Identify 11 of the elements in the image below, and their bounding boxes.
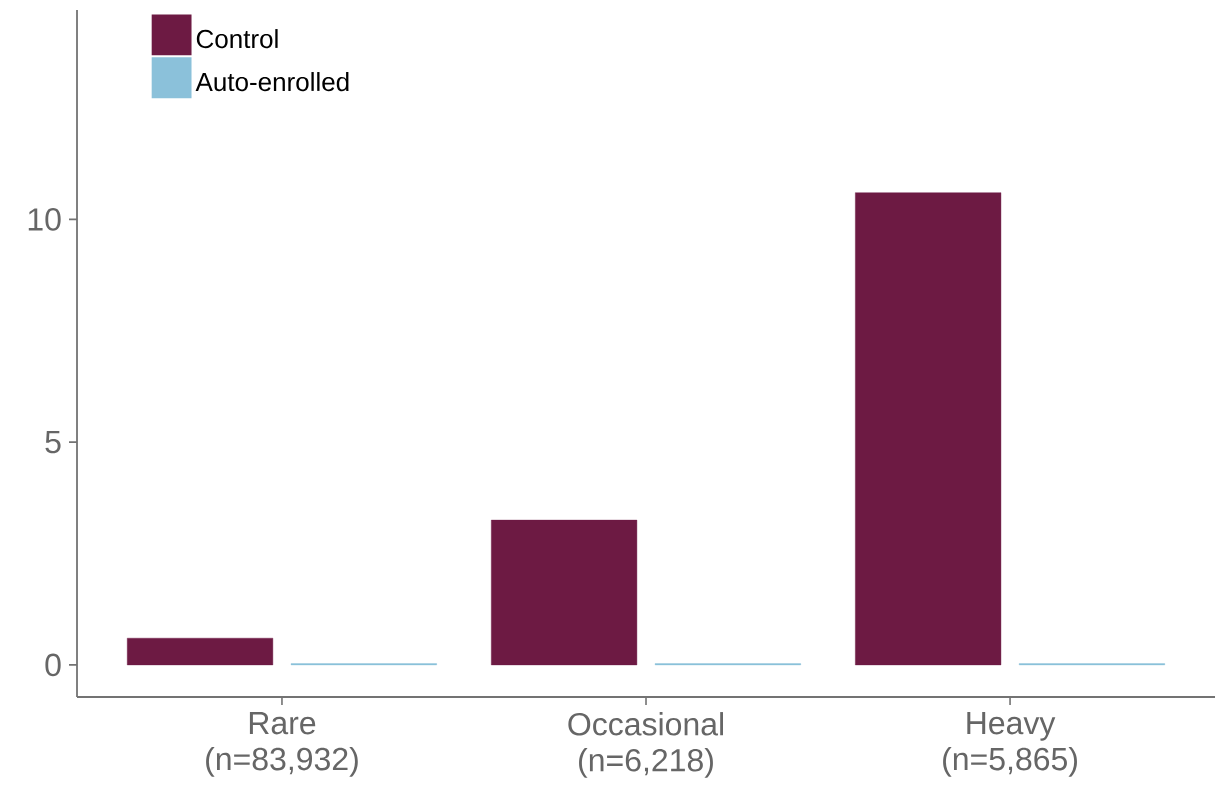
y-tick-label: 5 — [45, 430, 61, 454]
y-tick-label: 0 — [45, 653, 61, 677]
x-tick-label: Occasional (n=6,218) — [568, 712, 723, 778]
legend-label: Auto-enrolled — [195, 72, 349, 92]
x-tick-label: Heavy (n=5,865) — [943, 712, 1077, 777]
legend-label: Control — [196, 29, 278, 49]
bar — [855, 192, 1002, 666]
bar — [491, 519, 638, 666]
x-tick-label: Rare (n=83,932) — [206, 712, 358, 777]
bar — [127, 637, 274, 666]
y-tick-label: 10 — [28, 208, 61, 231]
